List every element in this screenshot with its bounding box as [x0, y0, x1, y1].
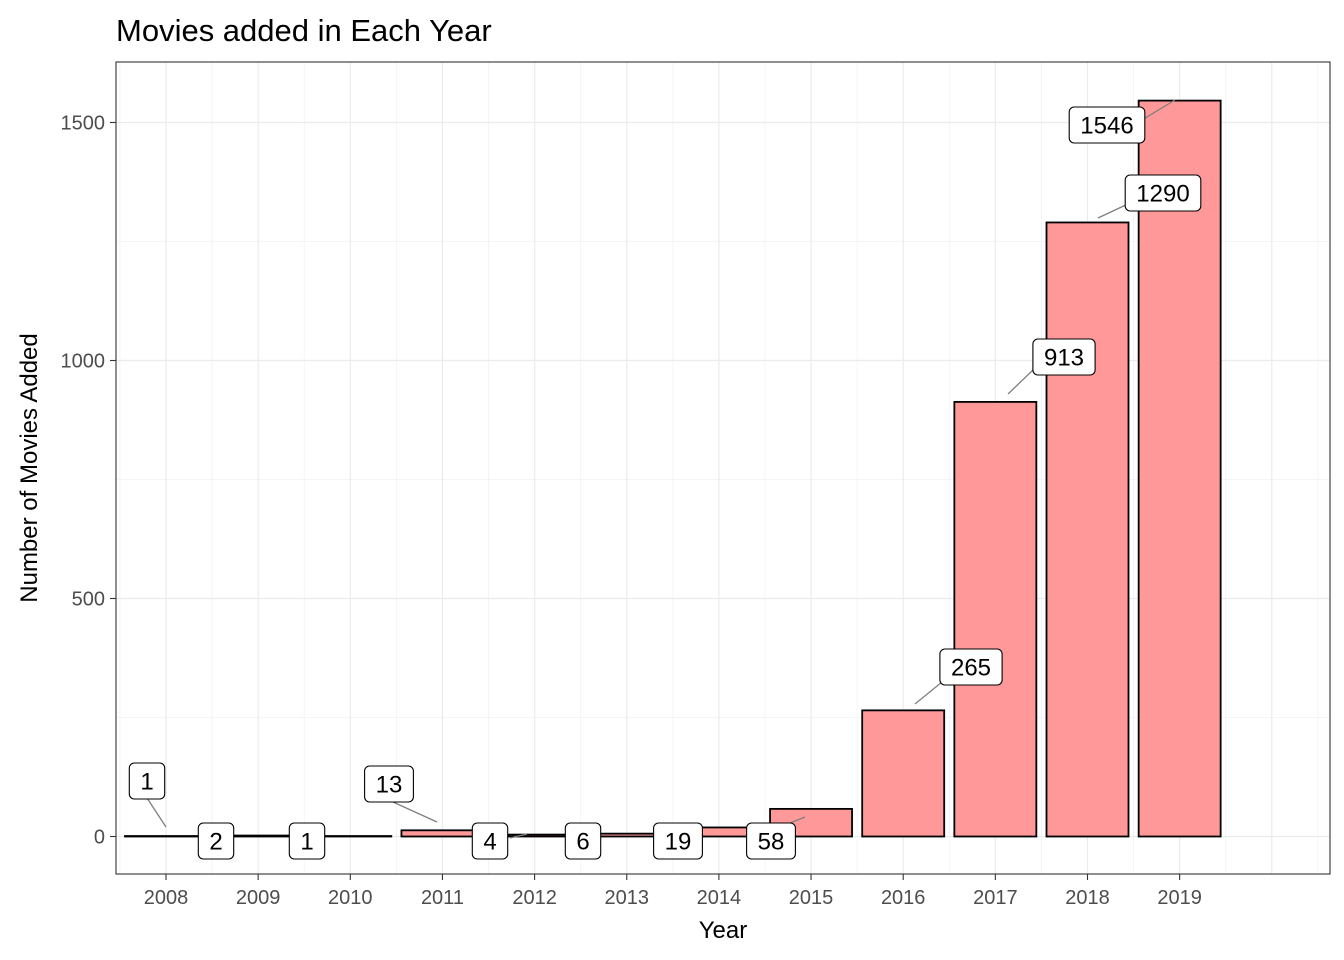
x-tick-label: 2009 — [236, 887, 281, 909]
x-tick-label: 2016 — [881, 887, 926, 909]
data-label-box — [1124, 174, 1202, 212]
x-tick-label: 2018 — [1065, 887, 1110, 909]
data-label-box — [1032, 338, 1096, 376]
x-tick-label: 2010 — [328, 887, 373, 909]
x-tick-label: 2017 — [973, 887, 1018, 909]
data-label-2012: 4 — [471, 822, 509, 860]
leader-line-2011 — [392, 801, 438, 823]
data-label-box — [1068, 106, 1146, 144]
data-label-2015: 58 — [746, 822, 796, 860]
x-tick-label: 2014 — [697, 887, 742, 909]
data-label-2008: 1 — [128, 762, 166, 800]
data-label-text: 19 — [665, 829, 692, 856]
data-label-text: 13 — [376, 772, 403, 799]
y-axis-title: Number of Movies Added — [16, 333, 43, 602]
data-label-text: 1546 — [1080, 113, 1133, 140]
data-label-2019: 1546 — [1068, 106, 1146, 144]
x-axis-title: Year — [699, 917, 748, 944]
data-label-box — [653, 822, 703, 860]
y-tick-label: 1500 — [61, 113, 106, 135]
data-label-2009: 2 — [197, 822, 235, 860]
data-label-2018: 1290 — [1124, 174, 1202, 212]
data-label-text: 1 — [140, 769, 153, 796]
data-label-box — [288, 822, 326, 860]
bar-2019 — [1137, 99, 1222, 838]
x-tick-label: 2012 — [512, 887, 557, 909]
data-label-box — [128, 762, 166, 800]
x-axis: 2008 2009 2010 2011 2012 2013 2014 2015 2016 2017… — [144, 874, 1202, 909]
leader-line-2016 — [914, 681, 943, 705]
data-labels: 1 2 1 13 4 6 19 58 265 913 1290 1546 — [128, 99, 1202, 860]
chart-title: Movies added in Each Year — [116, 13, 492, 48]
data-label-box — [564, 822, 602, 860]
data-label-text: 2 — [209, 829, 222, 856]
bar-2011 — [400, 829, 485, 838]
y-tick-label: 0 — [94, 827, 105, 849]
leader-line-2019 — [1141, 99, 1176, 121]
data-label-text: 1 — [300, 829, 313, 856]
x-tick-label: 2013 — [605, 887, 650, 909]
x-tick-label: 2015 — [789, 887, 834, 909]
leader-line-2012 — [509, 833, 528, 839]
data-label-2011: 13 — [364, 765, 414, 803]
data-label-box — [471, 822, 509, 860]
x-tick-label: 2019 — [1157, 887, 1202, 909]
data-label-box — [197, 822, 235, 860]
data-label-box — [746, 822, 796, 860]
y-tick-label: 500 — [72, 589, 105, 611]
x-tick-label: 2008 — [144, 887, 189, 909]
data-label-box — [939, 648, 1003, 686]
data-label-text: 913 — [1044, 345, 1084, 372]
panel-border — [115, 61, 1331, 875]
bars — [124, 99, 1222, 838]
data-label-text: 6 — [576, 829, 589, 856]
data-label-2017: 913 — [1032, 338, 1096, 376]
y-tick-label: 1000 — [61, 351, 106, 373]
y-axis: 0 500 1000 1500 — [61, 113, 116, 849]
data-label-2013: 6 — [564, 822, 602, 860]
leader-line-2008 — [146, 797, 167, 828]
bar-2018 — [1045, 221, 1130, 838]
leader-line-2017 — [1007, 369, 1034, 395]
leader-line-2015 — [789, 816, 806, 824]
data-label-text: 265 — [951, 655, 991, 682]
data-label-text: 58 — [758, 829, 785, 856]
data-label-2016: 265 — [939, 648, 1003, 686]
data-label-text: 1290 — [1136, 181, 1189, 208]
x-tick-label: 2011 — [421, 887, 464, 909]
data-label-text: 4 — [483, 829, 496, 856]
data-label-2014: 19 — [653, 822, 703, 860]
bar-2016 — [861, 709, 946, 838]
bar-2017 — [953, 401, 1038, 838]
data-label-box — [364, 765, 414, 803]
data-label-2010: 1 — [288, 822, 326, 860]
